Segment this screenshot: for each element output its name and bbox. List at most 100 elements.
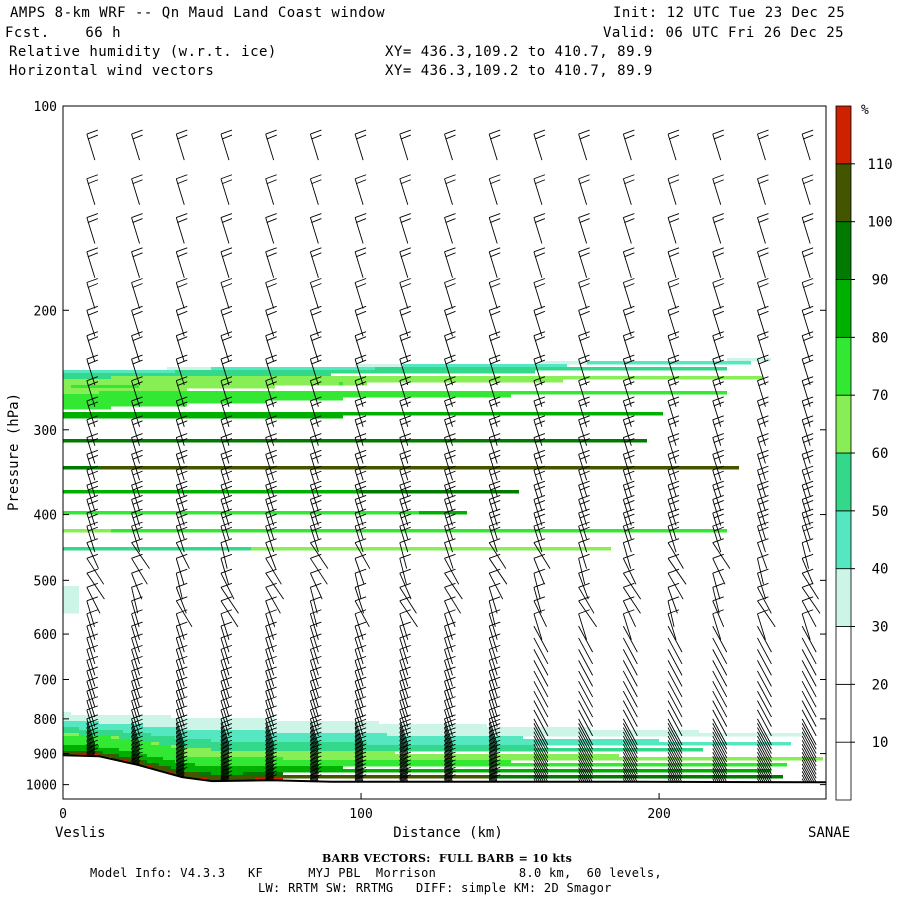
wind-barb-flag (399, 743, 411, 749)
wind-barb-flag (399, 465, 411, 471)
wind-barb-flag (667, 213, 680, 218)
rh-cell (63, 490, 359, 494)
wind-barb-staff (444, 437, 453, 464)
wind-barb-flag (489, 766, 501, 772)
wind-barb-flag (533, 278, 546, 283)
wind-barb-flag (712, 278, 724, 283)
wind-barb-staff (712, 755, 728, 783)
wind-barb-flag (399, 331, 411, 337)
wind-barb-flag (132, 401, 143, 407)
wind-barb-flag (220, 633, 233, 639)
wind-barb-staff (265, 670, 275, 698)
wind-barb-staff (578, 731, 594, 759)
wind-barb-staff (444, 709, 453, 737)
wind-barb-flag (354, 354, 367, 360)
wind-barb-staff (667, 709, 683, 737)
wind-barb-staff (757, 454, 766, 481)
wind-barb-staff (667, 723, 683, 750)
wind-barb-staff (667, 558, 687, 585)
wind-barb-flag (176, 538, 188, 544)
wind-barb-flag (86, 568, 98, 574)
wind-barb-flag (444, 596, 456, 602)
wind-barb-flag (444, 696, 456, 702)
wind-barb-staff (533, 625, 549, 653)
wind-barb-flag (489, 739, 501, 745)
wind-barb-flag (713, 526, 724, 532)
wind-barb-flag (490, 218, 501, 223)
wind-barb-staff (175, 690, 185, 718)
wind-barb-flag (86, 415, 98, 421)
wind-barb-flag (712, 449, 724, 455)
wind-barb-flag (354, 644, 367, 650)
wind-barb-flag (489, 621, 501, 627)
wind-barb-flag (265, 770, 277, 776)
wind-barb-flag (265, 759, 277, 765)
wind-barb-staff (533, 670, 549, 698)
wind-barb-staff (265, 748, 275, 775)
wind-barb-flag (802, 521, 814, 527)
wind-barb-flag (86, 305, 98, 311)
wind-barb-flag (667, 521, 680, 527)
wind-barb-flag (355, 336, 367, 342)
wind-barb-flag (400, 513, 411, 519)
wind-barb-flag (311, 359, 322, 365)
wind-barb-staff (444, 572, 463, 600)
wind-barb-flag (265, 305, 277, 311)
wind-barb-staff (578, 178, 588, 205)
wind-barb-flag (712, 508, 724, 514)
wind-barb-staff (533, 133, 543, 161)
wind-barb-flag (132, 438, 143, 443)
rh-cell (159, 742, 367, 746)
wind-barb-flag (444, 714, 456, 720)
rh-cell (419, 511, 467, 515)
wind-barb-flag (131, 747, 143, 753)
wind-barb-staff (131, 512, 140, 540)
wind-barb-staff (220, 469, 230, 497)
colorbar-segment (835, 336, 852, 396)
wind-barb-staff (533, 178, 543, 205)
wind-barb-flag (667, 465, 680, 471)
wind-barb-flag (624, 470, 635, 476)
wind-barb-staff (533, 358, 543, 386)
wind-barb-staff (265, 542, 277, 569)
wind-barb-staff (354, 709, 364, 737)
wind-barb-staff (757, 637, 772, 665)
wind-barb-flag (311, 381, 322, 387)
wind-barb-flag (86, 521, 98, 527)
wind-barb-flag (354, 743, 367, 749)
wind-barb-flag (668, 500, 680, 505)
wind-barb-flag (86, 129, 98, 135)
rh-cell (111, 376, 763, 380)
wind-barb-flag (354, 495, 367, 500)
wind-barb-flag (667, 480, 680, 486)
wind-barb-flag (489, 415, 501, 421)
rh-cell (115, 754, 119, 758)
rh-cell (199, 772, 211, 776)
wind-barb-staff (578, 454, 588, 481)
wind-barb-flag (712, 354, 724, 360)
wind-barb-flag (757, 495, 769, 500)
wind-barb-flag (489, 714, 501, 720)
wind-barb-flag (265, 415, 277, 421)
wind-barb-staff (801, 755, 817, 783)
wind-barb-staff (354, 251, 364, 278)
wind-barb-flag (220, 331, 233, 337)
wind-barb-staff (175, 437, 185, 464)
wind-barb-flag (177, 485, 188, 491)
wind-barb-staff (757, 670, 772, 698)
wind-barb-flag (400, 526, 411, 532)
wind-barb-staff (309, 637, 319, 665)
wind-barb-flag (802, 359, 814, 365)
wind-barb-staff (220, 380, 230, 407)
wind-barb-flag (220, 396, 233, 402)
wind-barb-flag (399, 723, 411, 728)
wind-barb-staff (667, 690, 683, 718)
rh-cell (487, 775, 783, 779)
wind-barb-flag (131, 676, 143, 682)
wind-barb-flag (758, 438, 769, 443)
rh-cell (211, 748, 703, 752)
wind-barb-flag (220, 247, 233, 253)
wind-barb-staff (533, 690, 549, 718)
wind-barb-flag (310, 247, 322, 253)
wind-barb-flag (444, 727, 456, 733)
